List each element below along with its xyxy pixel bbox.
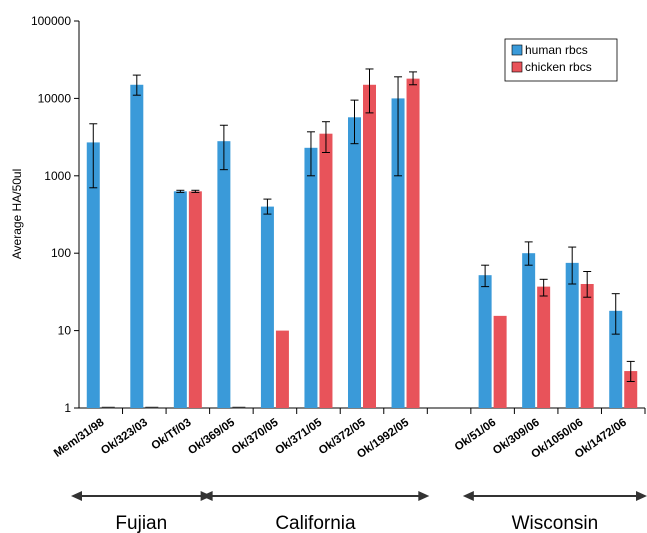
bar xyxy=(260,206,274,408)
bar xyxy=(565,262,579,408)
arrow-head-left xyxy=(462,491,474,501)
y-tick-label: 10 xyxy=(58,324,72,338)
legend-frame xyxy=(504,38,618,82)
bar xyxy=(493,315,507,408)
bar xyxy=(319,133,333,408)
y-tick-label: 100000 xyxy=(31,14,71,28)
legend-swatch-chicken xyxy=(511,61,523,73)
bar xyxy=(275,330,289,408)
legend-label-human: human rbcs xyxy=(525,43,588,57)
bar xyxy=(478,275,492,408)
axes: 1 10 100 1000 10000 100000 xyxy=(31,14,646,415)
y-tick-label: 1000 xyxy=(44,169,71,183)
category-label: Ok/371/05 xyxy=(273,416,324,457)
arrow-head-right xyxy=(636,491,647,501)
category-label: Ok/323/03 xyxy=(99,417,150,458)
y-tick-label: 100 xyxy=(51,246,71,260)
group-annotations: Fujian California Wisconsin xyxy=(71,491,647,533)
legend-swatch-human xyxy=(511,44,523,56)
category-label: Ok/369/05 xyxy=(186,416,237,457)
bar xyxy=(624,371,638,408)
bar xyxy=(580,284,594,408)
arrow-head-right xyxy=(418,491,430,501)
bar xyxy=(217,141,231,408)
y-tick-label: 10000 xyxy=(38,91,72,105)
arrow-head-left xyxy=(201,491,213,501)
bar xyxy=(173,191,187,408)
bar xyxy=(406,78,420,408)
bars xyxy=(86,78,638,409)
category-label: Ok/370/05 xyxy=(230,416,281,457)
legend-label-chicken: chicken rbcs xyxy=(525,60,592,74)
category-label: Mem/31/98 xyxy=(52,416,107,460)
bar xyxy=(609,310,623,408)
arrow-head-left xyxy=(71,491,82,501)
bar xyxy=(363,84,376,408)
group-label: California xyxy=(275,513,356,533)
bar xyxy=(537,286,551,408)
legend: human rbcs chicken rbcs xyxy=(504,38,618,82)
bar xyxy=(304,147,318,409)
bar xyxy=(348,117,361,408)
bar xyxy=(86,142,100,408)
y-tick-label: 1 xyxy=(64,401,71,415)
group-label: Wisconsin xyxy=(512,513,599,533)
error-bars xyxy=(89,68,635,382)
bar xyxy=(522,253,536,408)
y-axis-label: Average HA/50ul xyxy=(10,169,24,260)
bar xyxy=(130,84,144,408)
group-label: Fujian xyxy=(115,513,167,533)
bar xyxy=(188,191,202,408)
